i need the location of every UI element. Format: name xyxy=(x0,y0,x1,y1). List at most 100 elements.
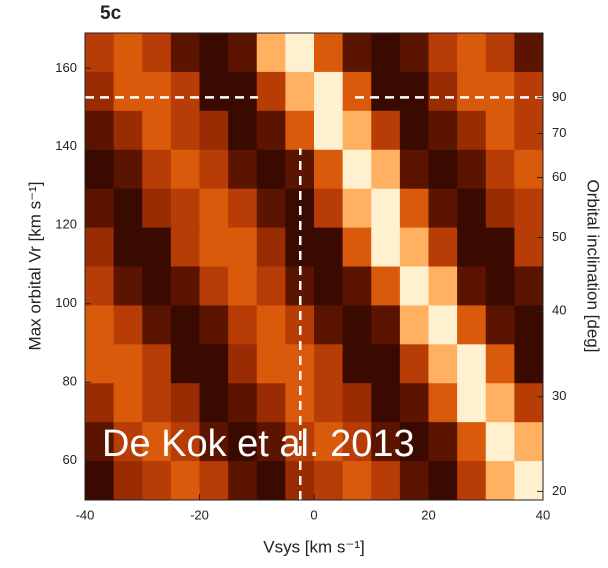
y2-tick-label: 50 xyxy=(552,229,566,244)
heatmap-cell xyxy=(85,344,115,384)
heatmap-cell xyxy=(485,71,515,112)
heatmap-cell xyxy=(399,149,429,190)
heatmap-cell xyxy=(142,149,172,190)
heatmap-cell xyxy=(342,383,372,423)
heatmap-cell xyxy=(170,422,200,462)
heatmap-cell xyxy=(314,227,344,267)
heatmap-cell xyxy=(514,266,544,306)
heatmap-cell xyxy=(457,344,487,384)
heatmap-cell xyxy=(113,149,143,190)
heatmap-cell xyxy=(170,33,200,73)
y-tick-label: 120 xyxy=(55,217,77,232)
heatmap-cell xyxy=(342,266,372,306)
heatmap-cell xyxy=(314,71,344,112)
heatmap-cell xyxy=(485,266,515,306)
heatmap-cell xyxy=(485,33,515,73)
y-tick-label: 140 xyxy=(55,138,77,153)
heatmap-cell xyxy=(113,227,143,267)
heatmap-cell xyxy=(428,266,458,306)
heatmap-cell xyxy=(314,305,344,345)
y2-tick-label: 30 xyxy=(552,388,566,403)
heatmap-cell xyxy=(428,33,458,73)
heatmap-cell xyxy=(170,461,200,501)
heatmap-cell xyxy=(457,266,487,306)
heatmap-cell xyxy=(371,149,401,190)
heatmap-cell xyxy=(342,461,372,501)
y-tick-label: 80 xyxy=(63,374,77,389)
heatmap-cell xyxy=(228,110,258,151)
heatmap-cell xyxy=(199,149,229,190)
heatmap-cell xyxy=(142,344,172,384)
heatmap-cell xyxy=(170,71,200,112)
heatmap-cell xyxy=(256,227,286,267)
heatmap-cell xyxy=(170,266,200,306)
heatmap-cell xyxy=(228,422,258,462)
heatmap-cell xyxy=(371,188,401,229)
heatmap-cell xyxy=(428,188,458,229)
heatmap-cell xyxy=(228,33,258,73)
heatmap-cell xyxy=(113,422,143,462)
heatmap-cell xyxy=(399,110,429,151)
heatmap-cell xyxy=(285,227,315,267)
heatmap-cell xyxy=(314,266,344,306)
heatmap-cell xyxy=(457,33,487,73)
heatmap-cell xyxy=(514,344,544,384)
heatmap-cell xyxy=(256,344,286,384)
heatmap-cell xyxy=(514,422,544,462)
heatmap-cell xyxy=(113,305,143,345)
heatmap-cell xyxy=(113,383,143,423)
heatmap-cell xyxy=(170,149,200,190)
heatmap-cell xyxy=(285,71,315,112)
heatmap-cell xyxy=(228,71,258,112)
heatmap-cell xyxy=(228,305,258,345)
heatmap-cell xyxy=(457,188,487,229)
heatmap-cell xyxy=(428,344,458,384)
heatmap-cell xyxy=(314,344,344,384)
heatmap-cell xyxy=(199,344,229,384)
heatmap-cell xyxy=(485,188,515,229)
heatmap-cell xyxy=(256,33,286,73)
heatmap-cell xyxy=(142,71,172,112)
heatmap-cell xyxy=(113,266,143,306)
x-tick-label: -40 xyxy=(76,507,95,522)
heatmap-cell xyxy=(85,461,115,501)
heatmap-cell xyxy=(199,33,229,73)
y-tick-label: 60 xyxy=(63,452,77,467)
heatmap-cell xyxy=(399,383,429,423)
chart-title: 5c xyxy=(100,3,122,24)
heatmap-cell xyxy=(199,461,229,501)
heatmap-cell xyxy=(142,188,172,229)
heatmap-cell xyxy=(485,461,515,501)
heatmap-cell xyxy=(457,305,487,345)
heatmap-cell xyxy=(85,33,115,73)
annotation: De Kok et al. 2013 xyxy=(102,423,415,465)
heatmap-cell xyxy=(399,71,429,112)
heatmap-cell xyxy=(113,33,143,73)
heatmap-cell xyxy=(85,422,115,462)
y2-tick-label: 70 xyxy=(552,125,566,140)
heatmap-cell xyxy=(371,33,401,73)
heatmap-cell xyxy=(371,344,401,384)
heatmap-cell xyxy=(371,110,401,151)
heatmap-cell xyxy=(228,149,258,190)
heatmap-cell xyxy=(228,266,258,306)
heatmap-cell xyxy=(85,266,115,306)
heatmap-cell xyxy=(256,110,286,151)
heatmap-cell xyxy=(514,149,544,190)
heatmap-cell xyxy=(314,422,344,462)
y2-tick-label: 20 xyxy=(552,483,566,498)
heatmap-cell xyxy=(514,305,544,345)
heatmap-cell xyxy=(457,71,487,112)
x-axis-label: Vsys [km s⁻¹] xyxy=(263,537,365,556)
heatmap-cell xyxy=(85,305,115,345)
heatmap-cell xyxy=(399,266,429,306)
heatmap-cell xyxy=(485,227,515,267)
heatmap-cell xyxy=(85,110,115,151)
heatmap-cell xyxy=(371,71,401,112)
heatmap-cell xyxy=(342,71,372,112)
heatmap-cell xyxy=(399,188,429,229)
heatmap-cell xyxy=(170,383,200,423)
heatmap-cell xyxy=(113,188,143,229)
heatmap-cell xyxy=(514,33,544,73)
heatmap-cell xyxy=(485,149,515,190)
